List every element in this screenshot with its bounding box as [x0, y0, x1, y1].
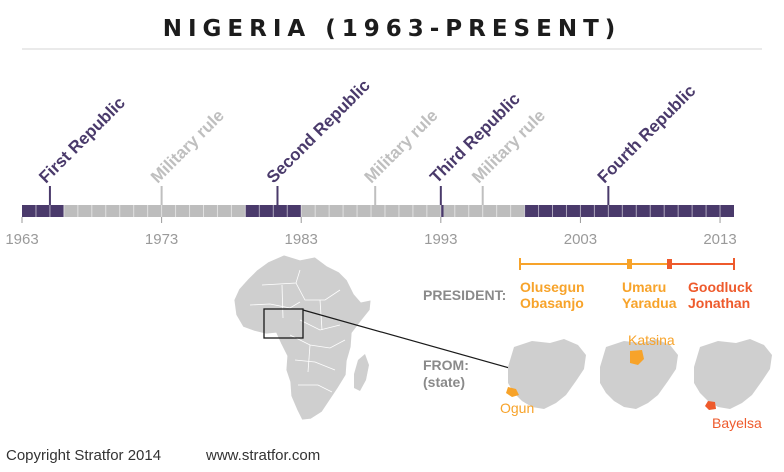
state-ogun-label: Ogun: [500, 400, 534, 416]
president-1-first-name: Olusegun: [520, 279, 585, 295]
nigeria-shape: [694, 339, 772, 409]
year-tick-label: 1963: [5, 231, 38, 248]
nigeria-shape: [508, 339, 586, 409]
year-tick-label: 1973: [145, 231, 178, 248]
madagascar: [354, 354, 369, 391]
year-tick-label: 1983: [285, 231, 318, 248]
ogun-state: [506, 387, 519, 397]
footer-url: www.stratfor.com: [205, 447, 320, 464]
period-label-1: Military rule: [147, 106, 228, 187]
nigeria-map-ogun: [506, 339, 586, 409]
period-segment-4: [440, 205, 444, 217]
year-ticks: 1963 1973 1983 1993 2003 2013: [5, 217, 737, 248]
period-segment-6: [524, 205, 734, 217]
president-1-last-name: Obasanjo: [520, 295, 584, 311]
period-segment-0: [22, 205, 64, 217]
year-tick-label: 2003: [564, 231, 597, 248]
period-label-6: Fourth Republic: [594, 81, 700, 187]
state-bayelsa-label: Bayelsa: [712, 415, 762, 431]
president-brackets: [519, 258, 735, 270]
period-segment-5: [443, 205, 525, 217]
period-label-2: Second Republic: [263, 76, 374, 187]
bayelsa-state: [705, 401, 716, 410]
obasanjo-range-end: [627, 259, 632, 269]
africa-map: [233, 254, 514, 421]
nigeria-shape: [600, 339, 678, 409]
period-markers: [48, 186, 610, 205]
period-segment-1: [63, 205, 246, 217]
copyright-text: Copyright Stratfor 2014: [6, 447, 161, 464]
nigeria-map-katsina: [600, 339, 678, 409]
timeline-bar: [22, 205, 734, 217]
state-katsina-label: Katsina: [628, 332, 675, 348]
from-label: FROM:: [423, 357, 469, 373]
president-3-first-name: Goodluck: [688, 279, 753, 295]
year-tick-label: 2013: [703, 231, 736, 248]
timeline: First Republic Military rule Second Republ…: [5, 76, 736, 248]
period-label-0: First Republic: [35, 93, 129, 187]
zoom-connector-line: [302, 309, 514, 370]
nigeria-highlight-box: [263, 308, 304, 339]
nigeria-map-bayelsa: [694, 339, 772, 410]
page-title: NIGERIA (1963-PRESENT): [163, 16, 622, 42]
president-2-first-name: Umaru: [622, 279, 666, 295]
president-label: PRESIDENT:: [423, 287, 506, 303]
president-2-last-name: Yaradua: [622, 295, 677, 311]
year-tick-label: 1993: [424, 231, 457, 248]
katsina-state: [630, 350, 644, 365]
period-labels: First Republic Military rule Second Republ…: [35, 76, 699, 187]
president-3-last-name: Jonathan: [688, 295, 750, 311]
from-sublabel: (state): [423, 374, 465, 390]
